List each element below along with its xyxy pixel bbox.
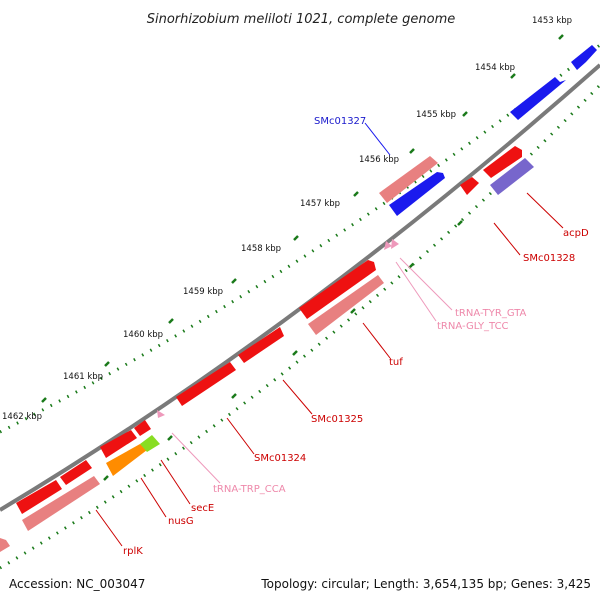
gene-feature[interactable] [571, 45, 597, 70]
gene-feature[interactable] [100, 430, 137, 458]
gene-feature[interactable] [308, 275, 384, 335]
trna-marker[interactable] [384, 241, 392, 250]
gene-label[interactable]: tuf [389, 357, 403, 368]
outer-tick-ring: 1453 kbp 1454 kbp 1455 kbp 1456 kbp 1457… [0, 16, 600, 434]
genome-summary-text: Topology: circular; Length: 3,654,135 bp… [261, 577, 591, 591]
tick-label: 1453 kbp [532, 16, 572, 26]
accession-text: Accession: NC_003047 [9, 577, 146, 591]
inner-tick [457, 220, 463, 226]
genome-backbone [0, 63, 600, 512]
gene-feature[interactable] [389, 172, 445, 216]
inner-tick [292, 350, 298, 356]
gene-feature[interactable] [22, 476, 100, 531]
gene-label[interactable]: SMc01324 [254, 453, 306, 464]
connector-line [493, 222, 521, 256]
gene-label[interactable]: tRNA-TRP_CCA [213, 484, 286, 495]
tick-label: 1460 kbp [123, 330, 163, 340]
gene-feature[interactable] [0, 538, 10, 552]
gene-feature[interactable] [483, 146, 522, 178]
tick-label: 1457 kbp [300, 199, 340, 209]
trna-marker[interactable] [391, 239, 399, 249]
major-tick [104, 361, 110, 367]
forward-strand-features [379, 45, 597, 216]
gene-label[interactable]: rplK [123, 546, 143, 557]
connector-line [395, 261, 437, 322]
gene-labels: SMc01327 acpD SMc01328 tRNA-TYR_GTA tRNA… [123, 116, 589, 557]
connector-line [364, 122, 391, 156]
tick-label: 1454 kbp [475, 63, 515, 73]
tick-label: 1458 kbp [241, 244, 281, 254]
inner-tick [231, 393, 237, 399]
inner-tick [167, 435, 173, 441]
major-tick [462, 111, 468, 117]
gene-label[interactable]: tRNA-TYR_GTA [455, 308, 527, 319]
gene-label[interactable]: nusG [168, 516, 194, 527]
gene-label[interactable]: SMc01327 [314, 116, 366, 127]
gene-feature[interactable] [460, 177, 479, 195]
gene-feature[interactable] [176, 362, 236, 406]
gene-label[interactable]: acpD [563, 228, 589, 239]
cds-features [0, 146, 534, 552]
connector-line [282, 379, 313, 415]
gene-feature[interactable] [510, 77, 566, 120]
gene-label[interactable]: tRNA-GLY_TCC [437, 321, 509, 332]
connector-line [226, 417, 255, 455]
gene-feature[interactable] [299, 260, 376, 319]
gene-label[interactable]: SMc01328 [523, 253, 575, 264]
connector-line [526, 192, 564, 229]
major-tick [231, 278, 237, 284]
gene-label[interactable]: secE [191, 503, 214, 514]
gene-feature[interactable] [238, 327, 284, 363]
gene-feature[interactable] [134, 420, 151, 436]
gene-feature[interactable] [490, 158, 534, 195]
connector-line [171, 432, 221, 484]
connector-line [362, 322, 391, 359]
gene-feature[interactable] [106, 444, 147, 476]
trna-marker[interactable] [157, 410, 165, 418]
major-tick [353, 191, 359, 197]
label-connectors [95, 122, 564, 547]
tick-label: 1459 kbp [183, 287, 223, 297]
trna-features [157, 239, 399, 418]
inner-tick [350, 308, 356, 314]
major-tick [41, 397, 47, 403]
tick-label: 1462 kbp [2, 412, 42, 422]
inner-dotted-track [0, 83, 600, 570]
connector-line [140, 477, 167, 518]
inner-tick [103, 475, 109, 481]
gene-feature[interactable] [60, 460, 92, 485]
major-tick [168, 318, 174, 324]
major-tick [510, 73, 516, 79]
gene-feature[interactable] [140, 435, 160, 452]
gene-feature[interactable] [379, 156, 438, 203]
map-title: Sinorhizobium meliloti 1021, complete ge… [147, 12, 456, 27]
tick-label: 1456 kbp [359, 155, 399, 165]
major-tick [293, 235, 299, 241]
major-tick [558, 34, 564, 40]
connector-line [399, 257, 453, 311]
major-tick [409, 148, 415, 154]
connector-line [160, 459, 191, 505]
tick-label: 1455 kbp [416, 110, 456, 120]
connector-line [95, 509, 123, 547]
tick-label: 1461 kbp [63, 372, 103, 382]
gene-feature[interactable] [16, 480, 62, 514]
gene-label[interactable]: SMc01325 [311, 414, 363, 425]
